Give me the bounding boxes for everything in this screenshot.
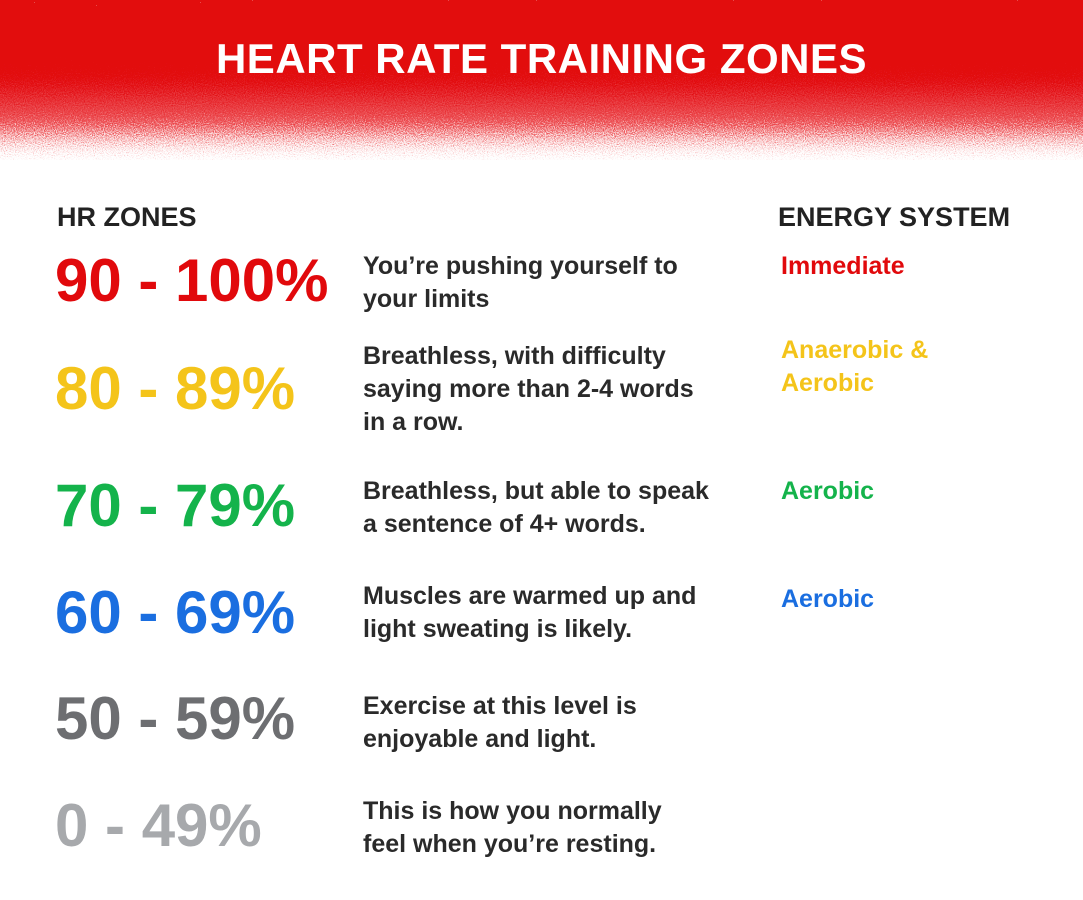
- energy-system: Immediate: [781, 252, 905, 280]
- zone-description: Muscles are warmed up and: [363, 582, 697, 610]
- energy-heading: ENERGY SYSTEM: [778, 202, 1011, 232]
- zones-heading: HR ZONES: [57, 202, 197, 232]
- energy-system: Anaerobic &: [781, 336, 929, 364]
- energy-system: Aerobic: [781, 585, 875, 613]
- zone-range: 0 - 49%: [55, 792, 262, 859]
- banner-paint: [0, 0, 1083, 160]
- zone-description: in a row.: [363, 408, 464, 436]
- zone-range: 90 - 100%: [55, 247, 329, 314]
- zone-description: your limits: [363, 285, 490, 313]
- zone-range: 80 - 89%: [55, 355, 296, 422]
- zone-description: You’re pushing yourself to: [363, 252, 678, 280]
- zone-description: Breathless, with difficulty: [363, 342, 666, 370]
- zone-range: 50 - 59%: [55, 685, 296, 752]
- zone-range: 60 - 69%: [55, 579, 296, 646]
- zone-description: enjoyable and light.: [363, 725, 597, 753]
- zone-description: Breathless, but able to speak: [363, 477, 709, 505]
- zone-description: This is how you normally: [363, 797, 662, 825]
- zone-description: feel when you’re resting.: [363, 830, 657, 858]
- title: HEART RATE TRAINING ZONES: [215, 35, 868, 82]
- energy-system: Aerobic: [781, 477, 875, 505]
- zone-description: a sentence of 4+ words.: [363, 510, 646, 538]
- banner: [0, 0, 1083, 160]
- zone-description: saying more than 2-4 words: [363, 375, 694, 403]
- zone-description: light sweating is likely.: [363, 615, 633, 643]
- zone-description: Exercise at this level is: [363, 692, 637, 720]
- energy-system: Aerobic: [781, 369, 875, 397]
- zone-range: 70 - 79%: [55, 472, 296, 539]
